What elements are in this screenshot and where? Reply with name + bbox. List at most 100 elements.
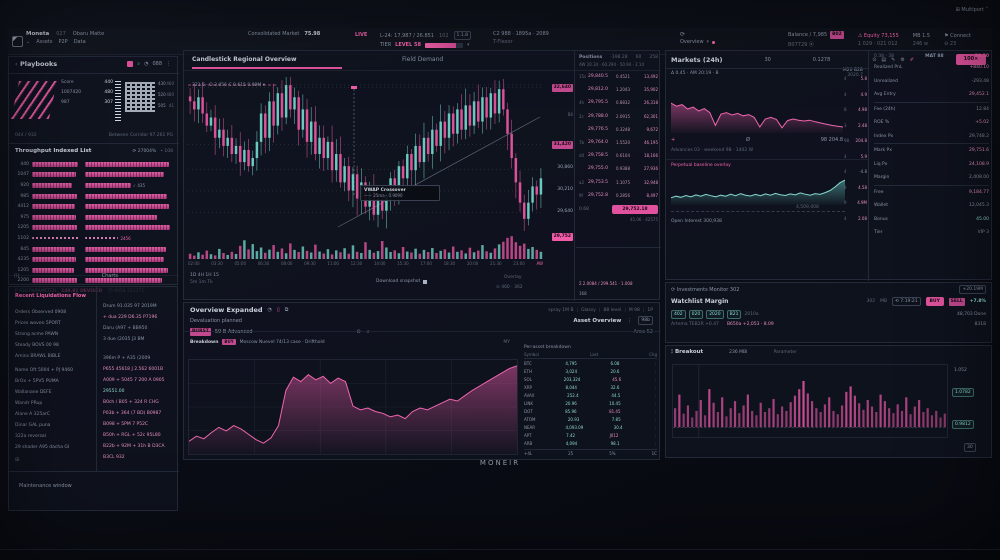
holdings-row[interactable]: AVAX 252.4 44.5 ⋮: [524, 391, 657, 399]
holdings-row[interactable]: BTC 4,795 6.08 ⋮: [524, 359, 657, 367]
holdings-col-header[interactable]: Symbol: [524, 352, 539, 357]
kebab-menu-icon[interactable]: ⋮: [652, 432, 657, 438]
flow-row[interactable]: 1102 2456: [15, 233, 173, 244]
timeframe-row2[interactable]: 5m 1m Tk: [190, 280, 213, 285]
teal-chip[interactable]: 2020: [706, 310, 724, 319]
header-stat[interactable]: Glassy: [581, 307, 596, 313]
session-chip[interactable]: 1.1.8: [453, 31, 471, 40]
flow-row[interactable]: 1205: [15, 223, 173, 234]
flow-row[interactable]: 4412: [15, 201, 173, 212]
search-icon[interactable]: ⌕: [366, 329, 370, 335]
flow-row[interactable]: 985: [15, 191, 173, 202]
taskbar-hint[interactable]: ⊞ Multiport ˄: [956, 7, 988, 13]
info-icon[interactable]: (i): [14, 273, 20, 279]
orderbook-col-total[interactable]: 258: [649, 55, 658, 60]
tab-field-demand[interactable]: Field Demand: [402, 56, 444, 63]
kebab-menu-icon[interactable]: ⋮: [652, 440, 657, 446]
overview-menu[interactable]: Overview: [680, 39, 704, 45]
last-price-button[interactable]: 29,752.18: [612, 204, 658, 214]
metric-row[interactable]: Fee (24h) 12.84: [874, 103, 989, 117]
gear-icon[interactable]: ⚙: [900, 56, 905, 63]
kebab-menu-icon[interactable]: ⋮: [652, 368, 657, 374]
nav-item-p2p[interactable]: P2P: [58, 39, 68, 45]
sell-button[interactable]: SELL: [948, 297, 965, 306]
flow-row[interactable]: 975: [15, 212, 173, 223]
timeframe-row1[interactable]: 1D 4H 1H 15: [190, 273, 219, 278]
metric-row[interactable]: Bonus 45.00: [874, 213, 989, 227]
chevron-left-icon[interactable]: ‹: [15, 60, 20, 68]
holdings-row[interactable]: ARB 4,094 98.1 ⋮: [524, 439, 657, 447]
clock-icon[interactable]: ◔: [267, 307, 272, 313]
teal-chip[interactable]: B21: [726, 310, 742, 319]
burst-badge[interactable]: BURST: [190, 328, 211, 336]
breakout-bar-chart[interactable]: [672, 364, 948, 438]
kebab-menu-icon[interactable]: ⋮: [653, 392, 657, 398]
nav-item-data[interactable]: Data: [73, 39, 86, 45]
pink-doc-icon[interactable]: ▯: [276, 307, 280, 313]
leverage-button[interactable]: 100×: [956, 54, 986, 65]
orderbook-col-size[interactable]: 60: [635, 55, 642, 60]
header-chip[interactable]: 98b: [638, 316, 653, 325]
teal-chip[interactable]: 020: [688, 310, 704, 319]
grid-icon[interactable]: ▤: [881, 56, 887, 63]
header-stat[interactable]: spray 1M B: [548, 307, 574, 313]
portfolio-area-chart[interactable]: [188, 359, 518, 455]
copy-icon[interactable]: ⧉: [284, 307, 289, 313]
holdings-col-header[interactable]: Chg: [649, 352, 657, 357]
orderbook-col-price[interactable]: Positions: [579, 55, 603, 60]
target-icon[interactable]: ⊙: [356, 329, 361, 335]
search-icon[interactable]: ⌕: [137, 61, 141, 67]
left-footer-label[interactable]: Charts: [101, 273, 118, 279]
metric-row[interactable]: ROE % +5.02: [874, 116, 989, 130]
pen-icon[interactable]: ✐: [909, 56, 915, 63]
holdings-col-header[interactable]: Last: [589, 352, 599, 357]
holdings-row[interactable]: LINK 20.96 10.45 ⋮: [524, 399, 657, 407]
metric-row[interactable]: Margin 2,408.00: [874, 171, 989, 186]
holdings-row[interactable]: APT 7.42 J012 ⋮: [524, 431, 657, 439]
kebab-menu-icon[interactable]: ⋮: [627, 317, 633, 324]
holdings-row[interactable]: ATOM 20.93 7.85 ⋮: [524, 415, 657, 423]
metric-row[interactable]: Unrealized -293.48: [874, 75, 989, 89]
kebab-menu-icon[interactable]: ⋮: [652, 384, 657, 390]
download-snapshot-button[interactable]: Download snapshot: [376, 279, 421, 284]
header-stat[interactable]: M 98: [628, 307, 640, 313]
orderbook-row[interactable]: 7b 29,764.0 1.5520 46,195: [579, 136, 658, 149]
teal-chip[interactable]: 402: [671, 310, 686, 319]
orderbook-row[interactable]: 15s 29,840.5 0.4521 13,492: [579, 70, 658, 83]
flow-row[interactable]: 2200: [15, 276, 173, 287]
flow-row[interactable]: 4235: [15, 254, 173, 265]
header-stat[interactable]: 88 level: [603, 307, 622, 313]
orderbook-row[interactable]: 9f 29,752.8 0.2856 8,497: [579, 189, 658, 202]
kebab-menu-icon[interactable]: ⋮: [166, 61, 171, 67]
orderbook-row[interactable]: 4h 29,795.5 0.8832 26,318: [579, 96, 658, 109]
grid-icon[interactable]: ⊞: [15, 457, 20, 463]
refresh-icon[interactable]: ⟳: [680, 31, 686, 38]
holdings-row[interactable]: ETH 3,024 20.6 ⋮: [524, 367, 657, 375]
overlay-label[interactable]: Overlay: [504, 275, 522, 280]
kebab-menu-icon[interactable]: ⋮: [653, 416, 657, 422]
buy-button[interactable]: BUY: [925, 297, 944, 306]
orderbook-row[interactable]: 2c 29,788.0 2.0915 62,301: [579, 110, 658, 123]
metric-row[interactable]: Index Px 29,748.2: [874, 130, 989, 144]
refresh-icon[interactable]: ⟳: [671, 286, 677, 293]
interval-button[interactable]: 30: [964, 443, 976, 452]
refresh-icon[interactable]: ⟳: [132, 148, 138, 154]
metric-row[interactable]: Tier VIP 3: [874, 226, 989, 240]
tab-candlestick[interactable]: Candlestick Regional Overview: [192, 56, 297, 63]
metric-row[interactable]: Liq Px 24,108.9: [874, 158, 989, 172]
buy-badge[interactable]: BUY: [222, 339, 236, 345]
nav-item-assets[interactable]: Assets: [36, 39, 53, 45]
header-stat[interactable]: 1P: [647, 307, 653, 313]
clock-icon[interactable]: ◔: [144, 61, 149, 67]
flow-row[interactable]: 845: [15, 244, 173, 255]
holdings-row[interactable]: NEAR 4,093.09 30.4 ⋮: [524, 423, 657, 431]
kebab-menu-icon[interactable]: ⋮: [652, 360, 657, 366]
kebab-menu-icon[interactable]: ⋮: [652, 400, 657, 406]
kebab-menu-icon[interactable]: ⋮: [653, 376, 657, 382]
app-logo-icon[interactable]: [12, 36, 23, 47]
candlestick-chart[interactable]: [188, 77, 543, 231]
holdings-row[interactable]: DOT 85.96 81.45 ⋮: [524, 407, 657, 415]
flow-row[interactable]: 1047: [15, 170, 173, 181]
metric-row[interactable]: Free 9,184.77: [874, 186, 989, 200]
orderbook-row[interactable]: 29,755.0 0.9388 27,936: [579, 162, 658, 175]
